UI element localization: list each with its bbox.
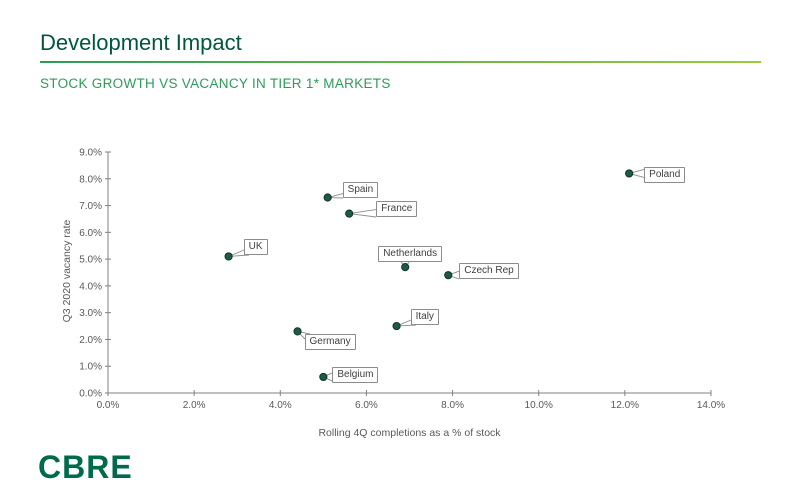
y-tick-label: 1.0%: [79, 362, 102, 373]
chart-subtitle: STOCK GROWTH VS VACANCY IN TIER 1* MARKE…: [40, 76, 391, 91]
page-title: Development Impact: [40, 30, 242, 55]
cbre-logo: CBRE: [38, 449, 133, 485]
data-point-belgium: [319, 372, 328, 382]
data-point-netherlands: [401, 263, 410, 272]
data-point-spain: [323, 193, 332, 202]
point-label-germany: Germany: [304, 334, 356, 351]
point-label-netherlands: Netherlands: [378, 246, 443, 263]
y-tick-label: 4.0%: [79, 281, 102, 292]
x-tick-label: 6.0%: [355, 400, 378, 411]
data-point-germany: [293, 327, 302, 336]
y-tick-label: 3.0%: [79, 308, 102, 319]
x-tick-label: 2.0%: [183, 400, 206, 411]
data-point-france: [345, 209, 354, 218]
callout-connector: [349, 213, 377, 218]
y-tick-label: 0.0%: [79, 389, 102, 400]
point-label-uk: UK: [243, 239, 268, 256]
point-label-italy: Italy: [410, 309, 439, 326]
x-tick-label: 14.0%: [697, 400, 725, 411]
data-point-italy: [392, 321, 401, 331]
x-tick-label: 10.0%: [525, 400, 553, 411]
point-label-belgium: Belgium: [332, 366, 379, 383]
y-axis-title: Q3 2020 vacancy rate: [61, 219, 73, 323]
callout-connector: [349, 209, 377, 215]
point-label-spain: Spain: [342, 181, 379, 198]
y-tick-label: 5.0%: [79, 255, 102, 266]
y-tick-label: 9.0%: [79, 148, 102, 159]
title-underline: [40, 61, 761, 63]
point-label-france: France: [376, 200, 418, 217]
plot-area: 0.0% 2.0% 4.0% 6.0% 8.0% 10.0% 12.0% 14.0% 0.0% 1…: [79, 148, 725, 412]
scatter-chart: 0.0% 2.0% 4.0% 6.0% 8.0% 10.0% 12.0% 14.0% 0.0% 1…: [0, 130, 800, 460]
y-tick-label: 6.0%: [79, 228, 102, 239]
data-point-czech-rep: [444, 271, 453, 280]
x-tick-label: 0.0%: [97, 400, 120, 411]
data-point-uk: [224, 252, 233, 261]
point-label-czech-rep: Czech Rep: [459, 263, 519, 280]
y-tick-label: 2.0%: [79, 335, 102, 346]
x-tick-label: 12.0%: [611, 400, 639, 411]
x-tick-label: 8.0%: [441, 400, 464, 411]
data-point-poland: [625, 169, 634, 178]
point-label-poland: Poland: [644, 167, 686, 184]
y-tick-label: 8.0%: [79, 174, 102, 185]
y-tick-label: 7.0%: [79, 201, 102, 212]
x-tick-label: 4.0%: [269, 400, 292, 411]
x-axis-title: Rolling 4Q completions as a % of stock: [318, 427, 501, 439]
